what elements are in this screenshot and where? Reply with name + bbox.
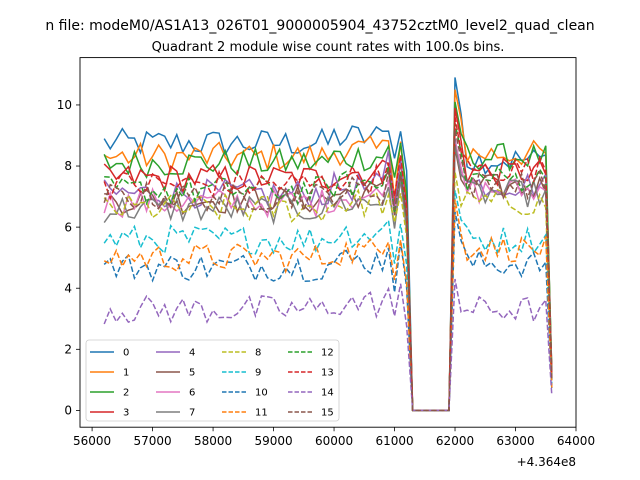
legend-label-3: 3 (123, 408, 129, 419)
series-line-13 (103, 117, 553, 412)
series-line-3 (103, 107, 553, 412)
x-axis: 56000 57000 58000 59000 60000 61000 62000 63000… (73, 427, 595, 448)
legend-box (85, 339, 340, 422)
legend-label-11: 11 (255, 408, 268, 419)
x-offset-label: +4.364e8 (517, 455, 576, 469)
y-tick-label: 2 (64, 343, 72, 357)
series-line-6 (103, 141, 553, 412)
legend-label-4: 4 (189, 348, 195, 359)
y-tick-label: 10 (57, 98, 72, 112)
legend-label-8: 8 (255, 348, 261, 359)
x-tick-label: 61000 (375, 434, 413, 448)
series-line-2 (103, 101, 553, 412)
legend-label-5: 5 (189, 368, 195, 379)
x-tick-label: 64000 (557, 434, 595, 448)
y-axis: 0 2 4 6 8 10 (57, 98, 80, 418)
y-tick-label: 8 (64, 159, 72, 173)
series-line-14 (103, 278, 553, 412)
y-tick-label: 6 (64, 220, 72, 234)
chart-title: Quadrant 2 module wise count rates with … (152, 40, 505, 55)
y-tick-label: 4 (64, 281, 72, 295)
series-line-0 (103, 77, 553, 412)
legend-label-13: 13 (321, 368, 334, 379)
legend-label-2: 2 (123, 388, 129, 399)
series-line-1 (103, 89, 553, 412)
plot-area (103, 77, 553, 412)
series-line-12 (104, 123, 553, 412)
x-tick-label: 59000 (254, 434, 292, 448)
series-line-11 (103, 199, 553, 412)
x-tick-label: 56000 (73, 434, 111, 448)
x-tick-label: 60000 (315, 434, 353, 448)
x-tick-label: 58000 (194, 434, 232, 448)
legend-label-0: 0 (123, 348, 129, 359)
x-tick-label: 57000 (133, 434, 171, 448)
axes-frame (79, 57, 577, 428)
legend-label-10: 10 (255, 388, 268, 399)
series-line-15 (103, 129, 553, 412)
legend-label-14: 14 (321, 388, 334, 399)
legend-label-7: 7 (189, 408, 195, 419)
legend-label-12: 12 (321, 348, 334, 359)
series-line-8 (103, 172, 553, 412)
x-tick-label: 63000 (496, 434, 534, 448)
legend-label-15: 15 (321, 408, 334, 419)
legend-label-6: 6 (189, 388, 195, 399)
series-line-9 (103, 190, 553, 412)
legend-label-9: 9 (255, 368, 261, 379)
legend-label-1: 1 (123, 368, 129, 379)
figure-suptitle: n file: modeM0/AS1A13_026T01_9000005904_… (45, 18, 594, 34)
x-tick-label: 62000 (436, 434, 474, 448)
y-tick-label: 0 (64, 404, 72, 418)
